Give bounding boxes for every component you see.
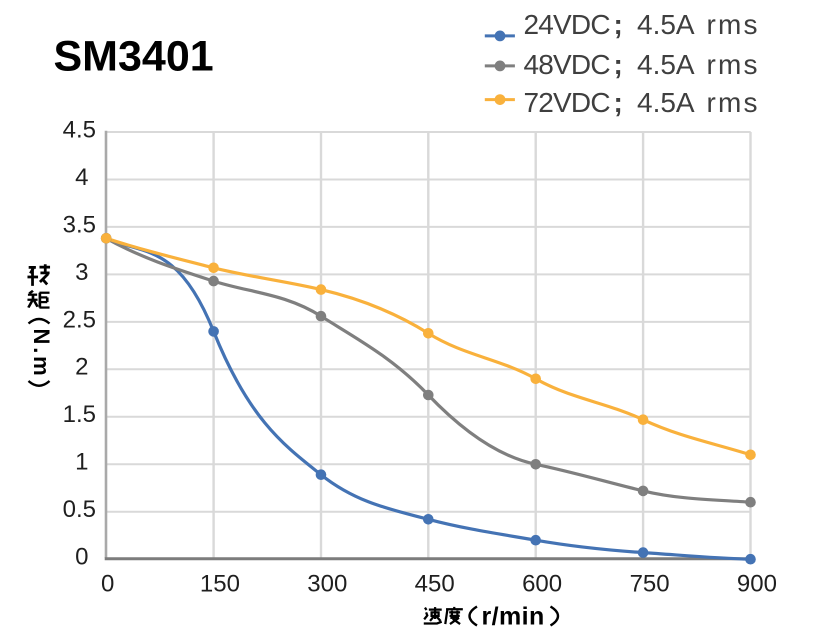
svg-text:150: 150: [200, 571, 240, 598]
svg-text:0: 0: [101, 571, 114, 598]
svg-text:24VDC: 24VDC: [524, 9, 611, 40]
svg-text:rms: rms: [707, 49, 760, 80]
svg-text:rms: rms: [707, 87, 760, 118]
svg-text:;: ;: [614, 9, 623, 40]
svg-text:600: 600: [522, 571, 562, 598]
svg-text:450: 450: [415, 571, 455, 598]
svg-text:4.5A: 4.5A: [637, 49, 695, 80]
svg-text:;: ;: [614, 87, 623, 118]
svg-text:;: ;: [614, 49, 623, 80]
svg-text:4.5: 4.5: [63, 116, 96, 143]
svg-text:1.5: 1.5: [63, 401, 96, 428]
svg-text:300: 300: [307, 571, 347, 598]
svg-text:3.5: 3.5: [63, 211, 96, 238]
svg-text:4: 4: [75, 164, 88, 191]
svg-text:4.5A: 4.5A: [637, 9, 695, 40]
svg-text:r/min: r/min: [482, 603, 545, 631]
svg-text:48VDC: 48VDC: [524, 49, 611, 80]
svg-text:750: 750: [630, 571, 670, 598]
svg-text:0.5: 0.5: [63, 496, 96, 523]
svg-text:4.5A: 4.5A: [637, 87, 695, 118]
svg-text:2: 2: [75, 354, 88, 381]
svg-text:72VDC: 72VDC: [524, 87, 611, 118]
svg-text:1: 1: [75, 449, 88, 476]
svg-text:900: 900: [737, 571, 777, 598]
svg-text:rms: rms: [707, 9, 760, 40]
svg-text:N.m: N.m: [29, 329, 54, 379]
svg-text:3: 3: [75, 259, 88, 286]
svg-text:SM3401: SM3401: [54, 33, 214, 81]
svg-text:0: 0: [75, 544, 88, 571]
svg-text:2.5: 2.5: [63, 306, 96, 333]
